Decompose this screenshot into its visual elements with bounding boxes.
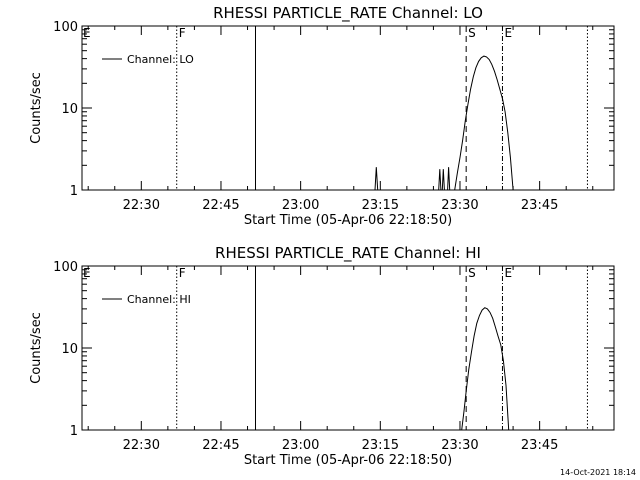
legend-entry: Channel: HI — [127, 293, 191, 306]
event-marker-label: E — [504, 266, 512, 280]
event-marker-label: E — [83, 26, 91, 40]
series-line — [461, 307, 510, 431]
y-tick-label: 1 — [70, 184, 78, 199]
y-tick-label: 10 — [61, 102, 78, 117]
x-axis-label: Start Time (05-Apr-06 22:18:50) — [244, 453, 452, 468]
x-tick-label: 22:45 — [202, 438, 239, 453]
x-tick-label: 23:15 — [362, 438, 399, 453]
event-marker-label: E — [83, 266, 91, 280]
event-marker-label: F — [179, 26, 186, 40]
x-tick-label: 23:45 — [521, 198, 558, 213]
event-marker-label: S — [468, 266, 476, 280]
event-marker-label: F — [179, 266, 186, 280]
panel-lo: RHESSI PARTICLE_RATE Channel: LO Start Ti… — [29, 4, 615, 228]
x-tick-label: 23:30 — [441, 438, 478, 453]
x-tick-label: 23:30 — [441, 198, 478, 213]
x-tick-label: 22:45 — [202, 198, 239, 213]
event-marker-label: S — [468, 26, 476, 40]
panel-hi: RHESSI PARTICLE_RATE Channel: HI Start Ti… — [29, 244, 615, 468]
series-line — [374, 55, 514, 191]
event-marker-label: E — [504, 26, 512, 40]
plot-frame — [81, 265, 615, 431]
y-axis-label: Counts/sec — [29, 72, 44, 144]
x-tick-label: 23:00 — [282, 438, 319, 453]
y-tick-label: 100 — [53, 20, 78, 35]
legend-entry: Channel: LO — [127, 53, 194, 66]
y-tick-label: 100 — [53, 260, 78, 275]
chart-title: RHESSI PARTICLE_RATE Channel: LO — [213, 4, 483, 23]
x-tick-label: 22:30 — [123, 438, 160, 453]
footer-timestamp: 14-Oct-2021 18:14 — [560, 468, 636, 477]
x-tick-label: 22:30 — [123, 198, 160, 213]
y-tick-label: 1 — [70, 424, 78, 439]
chart-title: RHESSI PARTICLE_RATE Channel: HI — [215, 244, 481, 263]
y-tick-label: 10 — [61, 342, 78, 357]
plot-frame — [81, 25, 615, 191]
x-tick-label: 23:45 — [521, 438, 558, 453]
x-tick-label: 23:15 — [362, 198, 399, 213]
x-axis-label: Start Time (05-Apr-06 22:18:50) — [244, 213, 452, 228]
y-axis-label: Counts/sec — [29, 312, 44, 384]
x-tick-label: 23:00 — [282, 198, 319, 213]
